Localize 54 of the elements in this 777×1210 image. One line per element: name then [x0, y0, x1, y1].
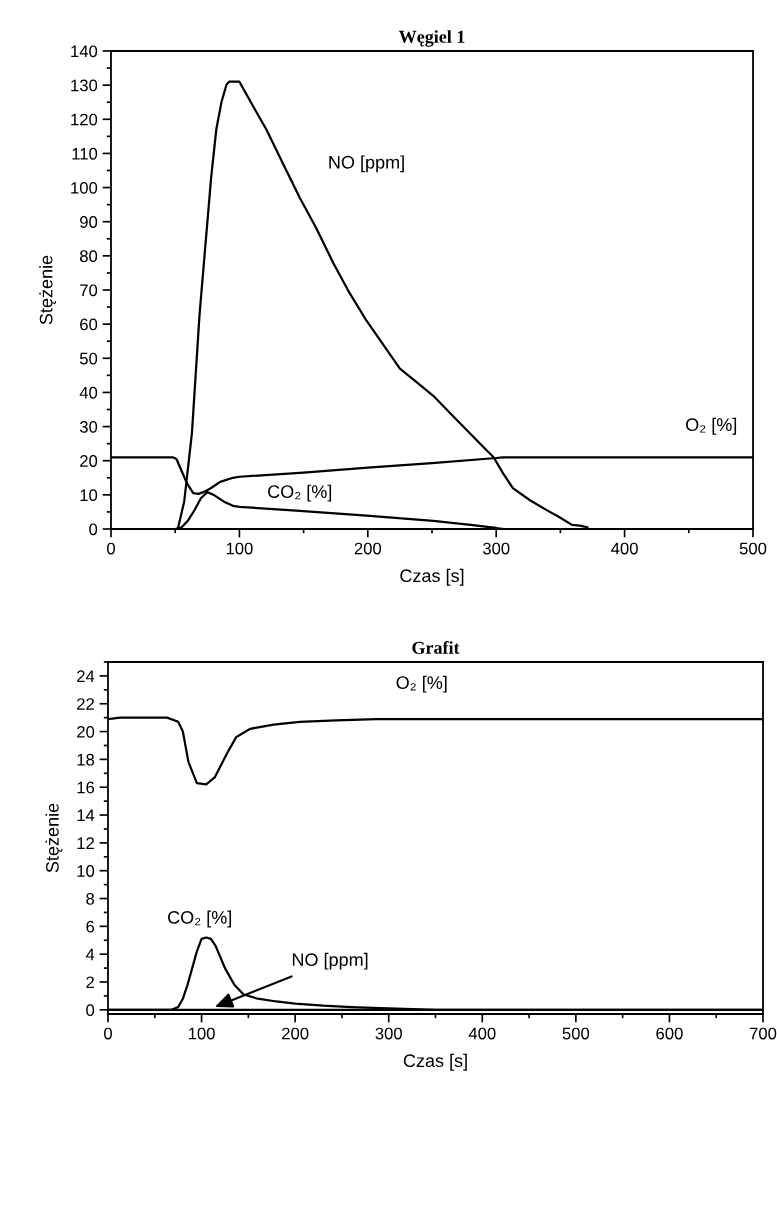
y-tick-label: 14: [77, 809, 95, 822]
y-tick-label: 10: [77, 865, 95, 877]
y-tick-label: 20: [80, 455, 98, 467]
x-axis-title: Czas [s]: [403, 1053, 467, 1071]
x-tick-label: 0: [107, 542, 115, 555]
x-tick-label: 300: [375, 1027, 402, 1040]
series-label: O₂ [%]: [686, 417, 737, 435]
y-tick-label: 110: [72, 147, 98, 160]
y-tick-label: 140: [71, 45, 98, 58]
y-tick-label: 60: [80, 318, 98, 331]
chart-title: Węgiel 1: [398, 30, 465, 47]
x-tick-label: 0: [104, 1027, 112, 1040]
y-tick-label: 18: [77, 753, 95, 766]
y-tick-label: 2: [86, 976, 94, 989]
y-tick-label: 40: [79, 386, 98, 399]
x-tick-label: 500: [562, 1027, 590, 1040]
x-tick-label: 500: [739, 542, 767, 555]
x-axis-title: Czas [s]: [400, 568, 464, 586]
y-tick-label: 50: [79, 352, 98, 365]
x-tick-label: 200: [282, 1027, 309, 1040]
y-tick-label: 130: [71, 79, 98, 92]
y-tick-label: 24: [77, 670, 95, 682]
x-tick-label: 100: [188, 1027, 215, 1040]
y-tick-label: 0: [86, 1004, 95, 1017]
y-tick-label: 20: [77, 725, 95, 738]
y-tick-label: 22: [77, 698, 94, 710]
x-tick-label: 600: [656, 1027, 683, 1040]
y-tick-label: 30: [79, 420, 98, 433]
series-label: O₂ [%]: [396, 675, 447, 693]
text: NO [ppm]: [329, 155, 404, 173]
y-tick-label: 10: [80, 489, 98, 502]
y-tick-label: 16: [77, 781, 95, 794]
x-tick-label: 400: [611, 542, 638, 555]
x-tick-label: 100: [226, 542, 253, 555]
y-tick-label: 120: [71, 113, 98, 126]
chart-title: Grafit: [412, 640, 460, 654]
y-axis-title: Stężenie: [45, 803, 63, 873]
y-tick-label: 90: [80, 216, 98, 228]
series-label: CO₂ [%]: [168, 910, 232, 928]
y-axis-title: Stężenie: [39, 255, 57, 325]
y-tick-label: 6: [86, 920, 95, 933]
x-tick-label: 700: [749, 1027, 777, 1040]
y-tick-label: 8: [86, 892, 95, 905]
text: NO [ppm]: [292, 952, 368, 970]
y-tick-label: 4: [85, 948, 95, 961]
y-tick-label: 80: [79, 250, 98, 263]
y-tick-label: 70: [80, 284, 98, 297]
x-tick-label: 200: [354, 542, 382, 555]
series-label: CO₂ [%]: [268, 484, 332, 502]
y-tick-label: 12: [77, 837, 94, 849]
x-tick-label: 400: [468, 1027, 496, 1040]
y-tick-label: 0: [89, 523, 98, 536]
x-tick-label: 300: [482, 542, 510, 555]
y-tick-label: 100: [71, 181, 98, 194]
